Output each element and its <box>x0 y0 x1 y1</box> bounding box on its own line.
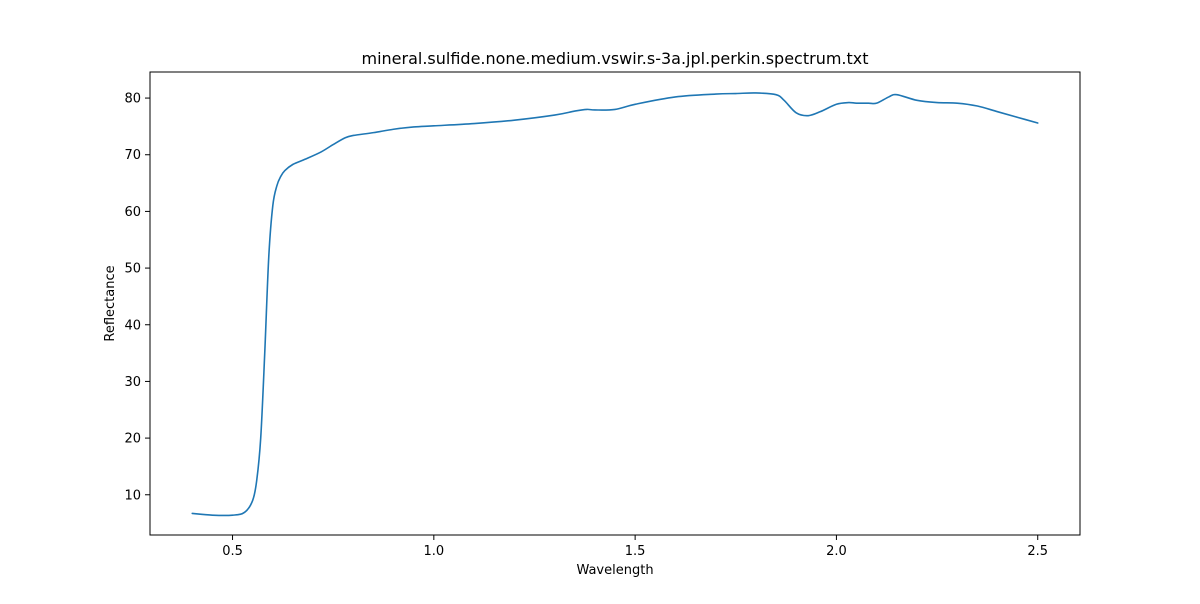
y-tick-label: 80 <box>124 92 141 107</box>
plot-frame <box>149 71 1081 536</box>
y-tick-label: 50 <box>124 262 141 277</box>
y-tick-label: 20 <box>124 432 141 447</box>
y-tick-label: 10 <box>124 488 141 503</box>
y-tick-label: 40 <box>124 318 141 333</box>
x-tick-label: 2.0 <box>826 544 847 559</box>
y-tick-label: 30 <box>124 375 141 390</box>
y-tick-label: 60 <box>124 205 141 220</box>
x-axis-label: Wavelength <box>576 563 653 578</box>
y-tick-label: 70 <box>124 148 141 163</box>
plot-background <box>150 72 1080 535</box>
chart-title: mineral.sulfide.none.medium.vswir.s-3a.j… <box>361 49 868 68</box>
x-tick-label: 2.5 <box>1027 544 1048 559</box>
tick-group: 0.5 1.0 1.5 2.0 2.5 10 20 30 40 50 60 70 80 <box>124 92 1048 559</box>
series-line <box>191 92 1039 517</box>
x-tick-label: 0.5 <box>222 544 243 559</box>
y-axis-label: Reflectance <box>103 265 118 341</box>
x-tick-label: 1.0 <box>423 544 444 559</box>
x-tick-label: 1.5 <box>625 544 646 559</box>
